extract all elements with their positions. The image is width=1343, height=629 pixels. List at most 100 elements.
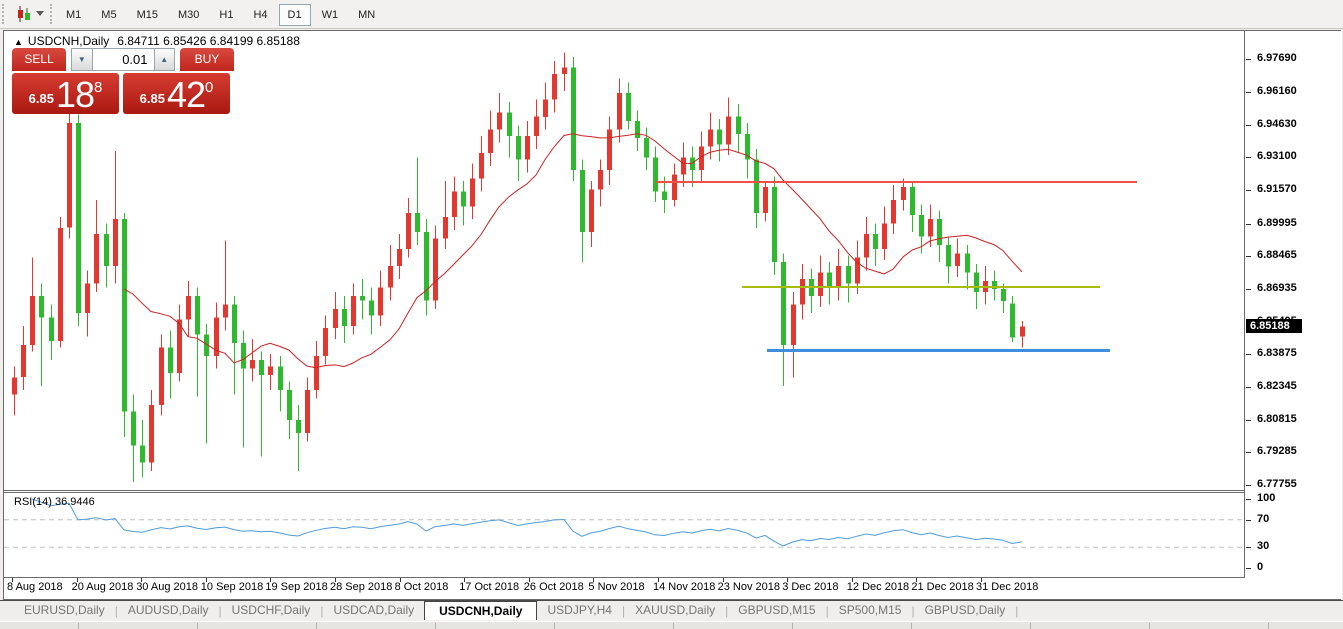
chart-candles-icon[interactable]	[14, 5, 34, 23]
candle	[726, 97, 731, 156]
price-tick-label: 6.83875	[1257, 347, 1297, 360]
panel-divider[interactable]	[4, 490, 1342, 493]
tab-gbpusd-m15[interactable]: GBPUSD,M15	[738, 603, 816, 617]
candle	[406, 197, 411, 258]
date-tick-label: 20 Aug 2018	[71, 581, 134, 593]
candle	[965, 244, 970, 290]
date-tick-mark	[12, 578, 13, 582]
candle	[232, 296, 237, 395]
candle	[717, 118, 722, 162]
candle	[470, 163, 475, 220]
tab-usdcad-daily[interactable]: USDCAD,Daily	[333, 603, 415, 617]
candle	[250, 338, 255, 382]
date-tick-mark	[399, 578, 401, 582]
timeframe-mn[interactable]: MN	[349, 4, 384, 26]
bottom-scrollbar[interactable]	[0, 621, 1343, 629]
candle	[94, 200, 99, 292]
candle	[214, 302, 219, 369]
sell-button[interactable]: SELL	[12, 48, 67, 71]
rsi-panel[interactable]: RSI(14) 36.9446	[4, 493, 1244, 577]
candle	[763, 180, 768, 222]
candle	[983, 266, 988, 305]
candle	[681, 142, 686, 188]
timeframe-w1[interactable]: W1	[313, 4, 348, 26]
candle	[855, 240, 860, 294]
candle	[259, 351, 264, 457]
tab-usdjpy-h4[interactable]: USDJPY,H4	[547, 603, 612, 617]
price-tick-mark	[1246, 91, 1251, 93]
toolbar-grip[interactable]	[50, 4, 53, 24]
rsi-scale-label: 0	[1257, 561, 1264, 573]
chevron-down-icon[interactable]	[36, 11, 44, 16]
timeframe-h1[interactable]: H1	[210, 4, 242, 26]
timeframe-m30[interactable]: M30	[169, 4, 208, 26]
tab-usdchf-daily[interactable]: USDCHF,Daily	[231, 603, 311, 617]
tab-separator: |	[621, 603, 626, 618]
date-tick-mark	[205, 578, 207, 582]
timeframe-d1[interactable]: D1	[278, 3, 311, 26]
timeframe-m15[interactable]: M15	[128, 4, 167, 26]
price-tick-mark	[1246, 256, 1251, 258]
price-tick-mark	[1246, 124, 1251, 126]
price-tick-label: 6.88465	[1257, 249, 1297, 262]
tab-audusd-daily[interactable]: AUDUSD,Daily	[127, 603, 209, 617]
candle	[626, 82, 631, 130]
bid-price-big: 18	[55, 74, 95, 115]
subwindow-arrow-icon[interactable]: ▲	[14, 37, 23, 47]
timeframe-m1[interactable]: M1	[57, 4, 90, 26]
buy-button[interactable]: BUY	[179, 48, 234, 71]
candle	[772, 176, 777, 275]
toolbar-grip[interactable]	[2, 4, 5, 24]
timeframe-h4[interactable]: H4	[244, 4, 276, 26]
price-tick-label: 6.94630	[1257, 117, 1297, 130]
tab-separator: |	[825, 603, 829, 618]
candle	[76, 114, 81, 326]
tab-usdcnh-daily[interactable]: USDCNH,Daily	[424, 601, 538, 620]
tab-separator: |	[218, 603, 222, 618]
tab-xauusd-daily[interactable]: XAUUSD,Daily	[635, 603, 716, 617]
timeframe-m5[interactable]: M5	[92, 4, 125, 26]
candle	[12, 366, 17, 416]
timeframe-bar: M1 M5 M15 M30 H1 H4 D1 W1 MN	[56, 3, 385, 26]
candle	[525, 121, 530, 173]
candle	[296, 405, 301, 472]
rsi-scale-label: 100	[1257, 492, 1276, 504]
candle	[241, 330, 246, 448]
date-axis[interactable]: 8 Aug 2018 20 Aug 2018 30 Aug 2018 10 Sep 2…	[4, 578, 1342, 599]
price-tick-label: 6.80815	[1257, 412, 1297, 425]
candle	[195, 287, 200, 397]
candle	[351, 283, 356, 335]
date-tick-mark	[270, 578, 272, 582]
trade-controls-row: SELL ▼ ▲ BUY	[12, 48, 234, 71]
volume-decrease-button[interactable]: ▼	[71, 48, 93, 71]
tab-sp500-m15[interactable]: SP500,M15	[838, 603, 902, 617]
candle	[488, 110, 493, 166]
tab-eurusd-daily[interactable]: EURUSD,Daily	[24, 603, 105, 617]
date-tick-label: 17 Oct 2018	[459, 581, 520, 593]
ask-quote-button[interactable]: 6.85 42 0	[123, 73, 230, 114]
candle	[891, 185, 896, 235]
price-tick-mark	[1246, 419, 1251, 421]
candle	[1020, 321, 1025, 348]
panel-divider	[4, 577, 1342, 578]
candle	[901, 178, 906, 211]
candle	[159, 334, 164, 416]
scrollbar-tick	[1268, 623, 1269, 629]
candle	[388, 244, 393, 301]
volume-increase-button[interactable]: ▲	[153, 48, 175, 71]
volume-input[interactable]	[92, 48, 154, 71]
chart-plot-area[interactable]	[4, 31, 1244, 490]
rsi-tick-mark	[1246, 519, 1251, 521]
bid-quote-button[interactable]: 6.85 18 8	[12, 73, 119, 114]
rsi-scale-label: 30	[1257, 540, 1270, 553]
price-tick-mark	[1246, 59, 1251, 61]
candle	[433, 225, 438, 309]
candle	[305, 377, 310, 442]
tab-gbpusd-daily[interactable]: GBPUSD,Daily	[924, 603, 1006, 617]
bid-price-prefix: 6.85	[28, 91, 54, 106]
rsi-tick-mark	[1246, 547, 1251, 549]
candle	[113, 150, 118, 284]
price-axis[interactable]: 6.97690 6.96160 6.94630 6.93100 6.91570 6.899…	[1245, 31, 1342, 599]
scrollbar-tick	[1030, 623, 1031, 629]
